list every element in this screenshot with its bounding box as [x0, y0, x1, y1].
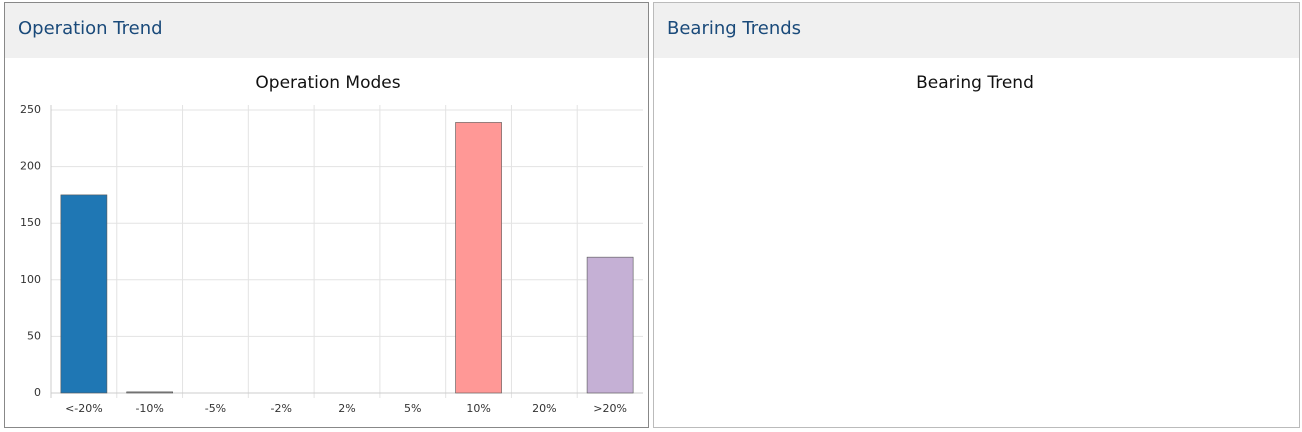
x-tick-label: 2%	[338, 402, 355, 415]
x-tick-label: <-20%	[65, 402, 103, 415]
x-tick-label: 10%	[466, 402, 490, 415]
x-tick-label: -2%	[271, 402, 292, 415]
y-tick-label: 100	[20, 273, 41, 286]
chart-title: Operation Modes	[255, 73, 400, 93]
panel-header: Bearing Trends	[654, 3, 1299, 58]
panel: Operation Trend Operation Modes 0 50 100 15…	[4, 2, 649, 428]
bar	[586, 256, 634, 394]
panel: Bearing Trends Bearing Trend	[653, 2, 1300, 428]
y-tick-label: 150	[20, 216, 41, 229]
x-tick-label: 20%	[532, 402, 556, 415]
x-tick-label: 5%	[404, 402, 421, 415]
y-tick-label: 0	[34, 386, 41, 399]
bar	[455, 122, 502, 394]
x-tick-label: >20%	[593, 402, 627, 415]
panel-header: Operation Trend	[5, 3, 648, 58]
y-tick-label: 50	[27, 329, 41, 342]
y-tick-label: 200	[20, 160, 41, 173]
chart-title: Bearing Trend	[916, 73, 1034, 93]
y-tick-label: 250	[20, 103, 41, 116]
bar	[126, 391, 173, 394]
chart: Operation Modes 0 50 100 150 200 250 <-20% -10%…	[20, 73, 643, 415]
x-tick-label: -5%	[205, 402, 226, 415]
chart: Bearing Trend	[916, 73, 1034, 93]
bar	[60, 194, 108, 394]
x-tick-label: -10%	[135, 402, 163, 415]
